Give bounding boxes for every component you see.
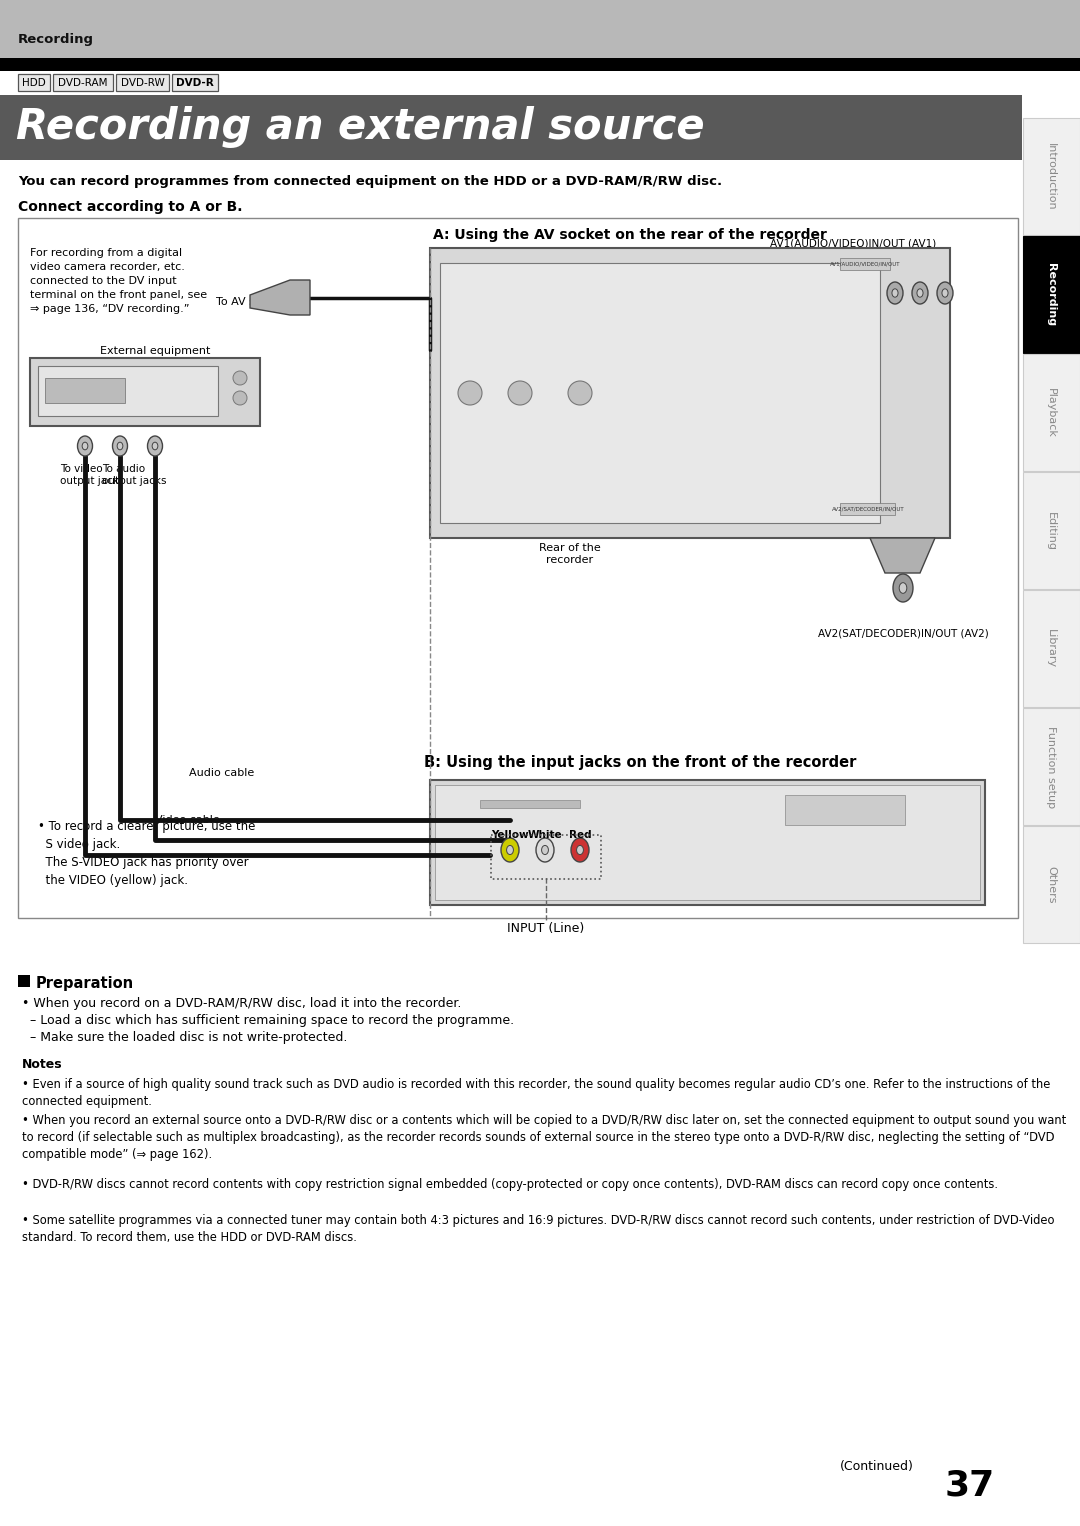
Ellipse shape (152, 443, 158, 450)
Text: – Make sure the loaded disc is not write-protected.: – Make sure the loaded disc is not write… (30, 1032, 348, 1044)
Text: Recording: Recording (1047, 264, 1056, 327)
Text: 37: 37 (945, 1468, 995, 1502)
Ellipse shape (501, 838, 519, 862)
FancyBboxPatch shape (1023, 354, 1080, 472)
FancyBboxPatch shape (785, 795, 905, 826)
FancyBboxPatch shape (38, 366, 218, 417)
Ellipse shape (917, 288, 923, 298)
Ellipse shape (942, 288, 948, 298)
Ellipse shape (892, 288, 899, 298)
Text: AV2/SAT/DECODER/IN/OUT: AV2/SAT/DECODER/IN/OUT (832, 507, 904, 511)
Polygon shape (870, 539, 935, 572)
Text: Recording: Recording (18, 34, 94, 46)
Text: INPUT (Line): INPUT (Line) (508, 922, 584, 935)
Text: Others: Others (1047, 867, 1056, 903)
FancyBboxPatch shape (53, 73, 113, 92)
FancyBboxPatch shape (840, 258, 890, 270)
Text: To audio
output jacks: To audio output jacks (102, 464, 166, 487)
FancyBboxPatch shape (1023, 472, 1080, 589)
FancyBboxPatch shape (1023, 708, 1080, 826)
FancyBboxPatch shape (430, 249, 950, 539)
Text: DVD-R: DVD-R (176, 78, 214, 87)
Circle shape (508, 382, 532, 404)
Text: A: Using the AV socket on the rear of the recorder: A: Using the AV socket on the rear of th… (433, 227, 827, 243)
Text: • To record a clearer picture, use the
  S video jack.
  The S-VIDEO jack has pr: • To record a clearer picture, use the S… (38, 819, 255, 887)
FancyBboxPatch shape (430, 780, 985, 905)
Text: Rear of the
recorder: Rear of the recorder (539, 543, 600, 566)
FancyBboxPatch shape (1023, 237, 1080, 353)
FancyBboxPatch shape (440, 262, 880, 523)
Text: HDD: HDD (23, 78, 46, 87)
FancyBboxPatch shape (45, 378, 125, 403)
Text: White: White (528, 830, 563, 839)
Text: Introduction: Introduction (1047, 143, 1056, 211)
Ellipse shape (571, 838, 589, 862)
Ellipse shape (887, 282, 903, 304)
Ellipse shape (117, 443, 123, 450)
FancyBboxPatch shape (480, 800, 580, 807)
Ellipse shape (937, 282, 953, 304)
Text: Function setup: Function setup (1047, 726, 1056, 809)
Ellipse shape (541, 845, 549, 855)
Ellipse shape (78, 436, 93, 456)
Text: Preparation: Preparation (36, 977, 134, 990)
Text: To video
output jack: To video output jack (60, 464, 119, 487)
FancyBboxPatch shape (435, 784, 980, 900)
FancyBboxPatch shape (0, 0, 1080, 58)
Text: You can record programmes from connected equipment on the HDD or a DVD-RAM/R/RW : You can record programmes from connected… (18, 175, 723, 188)
Ellipse shape (82, 443, 87, 450)
Ellipse shape (577, 845, 583, 855)
Circle shape (233, 371, 247, 385)
FancyBboxPatch shape (0, 95, 1022, 160)
Ellipse shape (893, 574, 913, 601)
Polygon shape (249, 279, 310, 314)
Text: Playback: Playback (1047, 388, 1056, 438)
Text: Editing: Editing (1047, 511, 1056, 551)
Circle shape (233, 391, 247, 404)
Text: Audio cable: Audio cable (189, 768, 255, 778)
FancyBboxPatch shape (18, 73, 51, 92)
Ellipse shape (900, 583, 907, 594)
Text: Red: Red (569, 830, 592, 839)
Circle shape (568, 382, 592, 404)
Ellipse shape (507, 845, 513, 855)
Text: • When you record an external source onto a DVD-R/RW disc or a contents which wi: • When you record an external source ont… (22, 1114, 1066, 1161)
FancyBboxPatch shape (1023, 591, 1080, 707)
Text: (Continued): (Continued) (840, 1460, 914, 1473)
FancyBboxPatch shape (172, 73, 218, 92)
Text: Recording an external source: Recording an external source (16, 105, 704, 148)
Text: – Load a disc which has sufficient remaining space to record the programme.: – Load a disc which has sufficient remai… (30, 1013, 514, 1027)
FancyBboxPatch shape (116, 73, 168, 92)
Text: For recording from a digital
video camera recorder, etc.
connected to the DV inp: For recording from a digital video camer… (30, 249, 207, 314)
Ellipse shape (112, 436, 127, 456)
Text: • DVD-R/RW discs cannot record contents with copy restriction signal embedded (c: • DVD-R/RW discs cannot record contents … (22, 1178, 998, 1190)
Text: Yellow: Yellow (491, 830, 529, 839)
Ellipse shape (536, 838, 554, 862)
Text: B: Using the input jacks on the front of the recorder: B: Using the input jacks on the front of… (423, 755, 856, 771)
Text: • When you record on a DVD-RAM/R/RW disc, load it into the recorder.: • When you record on a DVD-RAM/R/RW disc… (22, 996, 461, 1010)
Text: AV2(SAT/DECODER)IN/OUT (AV2): AV2(SAT/DECODER)IN/OUT (AV2) (818, 629, 988, 638)
Text: Library: Library (1047, 629, 1056, 668)
Ellipse shape (148, 436, 162, 456)
Text: Connect according to A or B.: Connect according to A or B. (18, 200, 243, 214)
Text: AV1/AUDIO/VIDEO/IN/OUT: AV1/AUDIO/VIDEO/IN/OUT (829, 261, 901, 267)
FancyBboxPatch shape (1023, 118, 1080, 235)
Text: DVD-RAM: DVD-RAM (58, 78, 108, 87)
Text: Notes: Notes (22, 1058, 63, 1071)
Text: • Even if a source of high quality sound track such as DVD audio is recorded wit: • Even if a source of high quality sound… (22, 1077, 1051, 1108)
FancyBboxPatch shape (0, 58, 1080, 72)
FancyBboxPatch shape (840, 504, 895, 514)
Text: External equipment: External equipment (99, 346, 211, 356)
FancyBboxPatch shape (18, 218, 1018, 919)
FancyBboxPatch shape (1023, 826, 1080, 943)
Text: • Some satellite programmes via a connected tuner may contain both 4:3 pictures : • Some satellite programmes via a connec… (22, 1215, 1054, 1244)
Circle shape (458, 382, 482, 404)
Ellipse shape (912, 282, 928, 304)
FancyBboxPatch shape (18, 975, 30, 987)
Text: DVD-RW: DVD-RW (121, 78, 164, 87)
Text: Video cable: Video cable (156, 815, 219, 826)
Text: AV1(AUDIO/VIDEO)IN/OUT (AV1): AV1(AUDIO/VIDEO)IN/OUT (AV1) (770, 238, 936, 249)
Text: To AV socket: To AV socket (216, 298, 285, 307)
FancyBboxPatch shape (30, 359, 260, 426)
